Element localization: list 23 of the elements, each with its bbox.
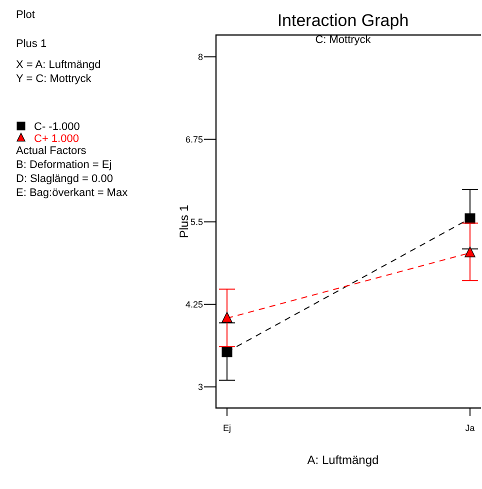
chart-subtitle: C: Mottryck	[315, 34, 372, 46]
legend-label: C+ 1.000	[34, 133, 79, 145]
text: X = A: Luftmängd	[16, 59, 101, 71]
y-tick-label: 4.25	[185, 299, 203, 310]
x-axis-title: A: Luftmängd	[307, 453, 379, 467]
point	[464, 213, 476, 224]
text: Actual Factors	[16, 145, 87, 157]
chart-title: Interaction Graph	[277, 11, 409, 30]
y-axis-title: Plus 1	[177, 204, 191, 238]
y-tick-label: 6.75	[185, 134, 203, 144]
x-tick-label: Ej	[222, 423, 232, 433]
y-tick-label: 5.5	[190, 216, 203, 227]
annotation: B: Deformation = Ej	[16, 159, 112, 171]
text: Plus 1	[16, 38, 47, 50]
legend-label: C- -1.000	[34, 121, 80, 133]
x-tick-label: Ja	[465, 423, 475, 433]
annotation: E: Bag:överkant = Max	[16, 187, 128, 199]
point	[222, 346, 232, 358]
text: Plot	[16, 9, 35, 21]
y-tick-label: 8	[198, 52, 203, 62]
y-tick-label: 3	[198, 382, 203, 392]
text: Y = C: Mottryck	[16, 73, 92, 85]
annotation: D: Slaglängd = 0.00	[16, 173, 113, 185]
